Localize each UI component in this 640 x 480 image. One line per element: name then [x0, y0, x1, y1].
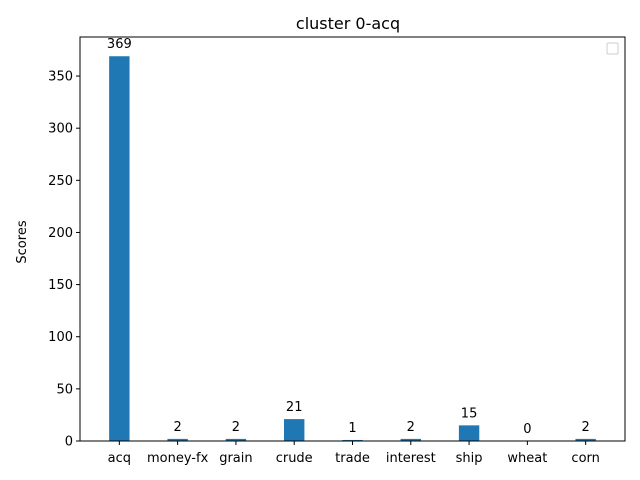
x-tick-label-grain: grain	[219, 451, 252, 466]
bar-interest	[400, 438, 421, 441]
y-tick-label: 200	[48, 226, 73, 241]
legend-box	[606, 42, 619, 55]
x-tick-label-acq: acq	[108, 451, 131, 466]
value-label-trade: 1	[348, 421, 356, 436]
x-tick-label-trade: trade	[335, 451, 370, 466]
y-tick-label: 150	[48, 278, 73, 293]
value-label-wheat: 0	[523, 422, 531, 437]
value-label-acq: 369	[107, 37, 132, 52]
bar-corn	[575, 438, 596, 441]
y-tick-label: 300	[48, 122, 73, 137]
x-tick-label-wheat: wheat	[507, 451, 547, 466]
x-tick-label-interest: interest	[386, 451, 436, 466]
value-label-grain: 2	[232, 420, 240, 435]
y-tick-label: 0	[65, 435, 73, 450]
y-tick-label: 250	[48, 174, 73, 189]
value-label-money-fx: 2	[173, 420, 181, 435]
value-label-corn: 2	[582, 420, 590, 435]
x-tick-label-ship: ship	[456, 451, 483, 466]
bar-ship	[458, 425, 480, 441]
value-label-interest: 2	[407, 420, 415, 435]
y-tick-label: 350	[48, 70, 73, 85]
bar-money-fx	[167, 438, 188, 441]
y-tick-label: 100	[48, 330, 73, 345]
x-tick-label-corn: corn	[571, 451, 599, 466]
plot-area: 050100150200250300350acq369money-fx2grai…	[48, 36, 626, 466]
y-axis-label: Scores	[15, 220, 30, 263]
value-label-crude: 21	[286, 400, 303, 415]
bar-acq	[109, 56, 130, 442]
bar-trade	[342, 439, 363, 441]
y-tick-label: 50	[56, 382, 73, 397]
value-label-ship: 15	[461, 406, 478, 421]
x-tick-label-crude: crude	[276, 451, 313, 466]
chart-title: cluster 0-acq	[296, 14, 400, 33]
x-tick-label-money-fx: money-fx	[147, 451, 209, 466]
bar-grain	[225, 438, 247, 441]
axes-frame	[79, 36, 626, 442]
bar-crude	[284, 419, 305, 441]
